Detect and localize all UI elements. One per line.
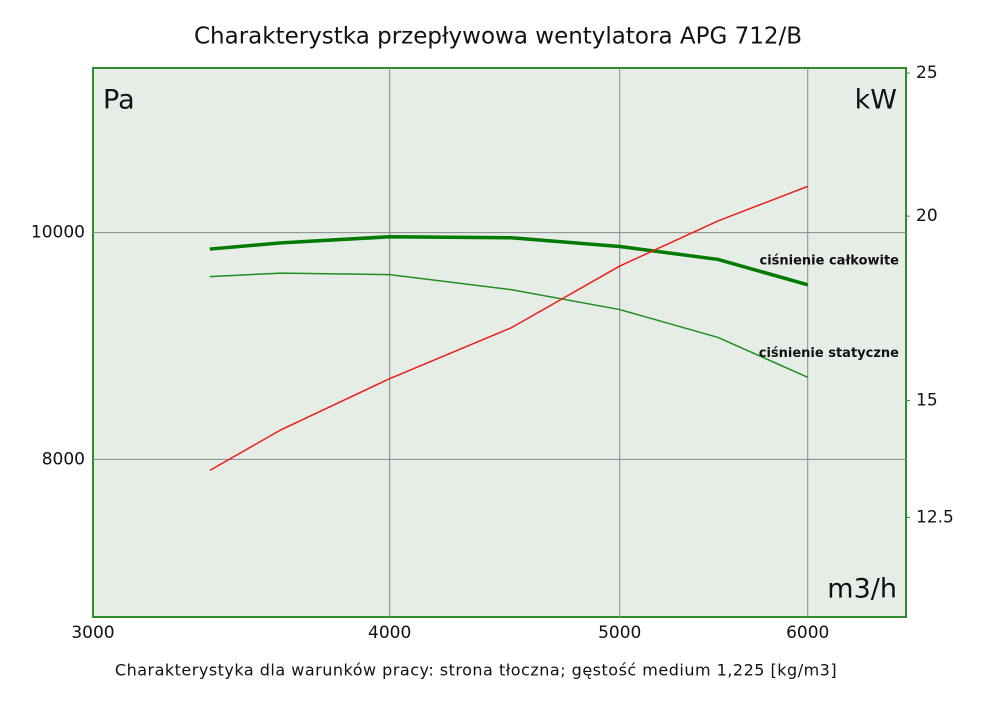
series-line (209, 235, 809, 287)
y2-tick-label: 15 (916, 390, 938, 410)
y-tick-label: 10000 (31, 223, 85, 243)
y2-tick-label: 20 (916, 206, 938, 226)
series-label: ciśnienie całkowite (759, 253, 899, 268)
series-label: ciśnienie statyczne (759, 346, 899, 361)
x-tick-label: 5000 (598, 623, 641, 643)
y2-tick-label: 12.5 (916, 507, 954, 527)
x-unit: m3/h (827, 574, 897, 605)
footnote: Charakterystyka dla warunków pracy: stro… (115, 661, 837, 680)
plot-area (92, 67, 907, 618)
y-unit: Pa (103, 85, 135, 116)
series-line (209, 185, 808, 472)
y-tick-label: 8000 (42, 449, 85, 469)
x-tick-label: 4000 (368, 623, 411, 643)
x-tick-label: 6000 (786, 623, 829, 643)
series-layer: ciśnienie całkowite ciśnienie statyczne (209, 185, 899, 472)
y2-unit: kW (855, 85, 897, 116)
series-line (209, 272, 809, 378)
y2-tick-label: 25 (916, 63, 938, 83)
x-tick-label: 3000 (71, 623, 114, 643)
chart-title: Charakterystka przepływowa wentylatora A… (194, 24, 802, 50)
